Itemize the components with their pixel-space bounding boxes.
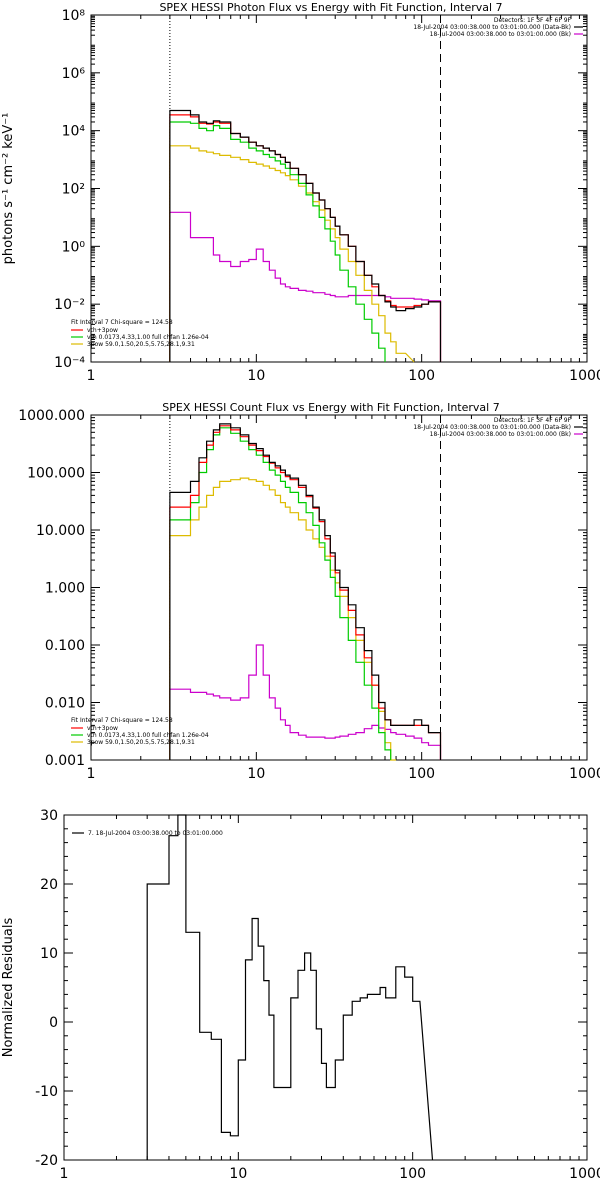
legend-entry: vth 0.0173,4.33,1.00 full chfan 1.26e-04 (87, 334, 209, 341)
series-line-2 (169, 425, 442, 760)
x-tick-label: 10 (229, 1166, 247, 1182)
chart-title: SPEX HESSI Photon Flux vs Energy with Fi… (159, 1, 502, 14)
y-tick-label: 0 (49, 1015, 58, 1031)
chart-title: SPEX HESSI Count Flux vs Energy with Fit… (162, 401, 499, 414)
info-line: Detectors: 1F 3F 4F 6F 9F (494, 17, 572, 24)
y-tick-label: 10⁻² (54, 297, 85, 313)
info-line: 18-Jul-2004 03:00:38.000 to 03:01:00.000… (413, 24, 571, 31)
legend-entry: vth+3pow (87, 327, 118, 334)
y-tick-label: -10 (35, 1084, 58, 1100)
series-line-1 (169, 109, 442, 362)
series-line-3 (169, 121, 386, 362)
y-tick-label: 100.000 (27, 466, 85, 482)
plot-frame (63, 814, 588, 1161)
legend-header: Fit Interval 7 Chi-square = 124.58 (71, 319, 173, 326)
y-tick-label: 10.000 (36, 523, 85, 539)
x-tick-label: 100 (408, 766, 435, 782)
series-line-5 (169, 211, 442, 362)
x-tick-label: 100 (408, 368, 435, 384)
series-line-4 (169, 477, 397, 761)
y-tick-label: 10 (40, 946, 58, 962)
y-tick-label: 10² (62, 182, 85, 198)
y-tick-label: 30 (40, 808, 58, 824)
y-tick-label: 10⁶ (62, 66, 86, 82)
legend-entry: 3pow 59.0,1.50,20.5,5.75,28.1,9.31 (87, 739, 195, 746)
info-line: 18-Jul-2004 03:00:38.000 to 03:01:00.000… (413, 424, 571, 431)
series-line-1 (169, 423, 442, 760)
y-tick-label: 10⁰ (62, 239, 86, 255)
legend-entry: vth 0.0173,4.33,1.00 full chfan 1.26e-04 (87, 732, 209, 739)
series-line-5 (169, 644, 442, 760)
info-line: 18-Jul-2004 03:00:38.000 to 03:01:00.000… (430, 31, 571, 38)
x-tick-label: 1 (87, 766, 96, 782)
x-tick-label: 10 (247, 766, 265, 782)
chart-panel-3: 1 10 100 1000 -20 -10 0 10 20 30 Normalized Residu… (1, 808, 600, 1182)
legend-header: Fit Interval 7 Chi-square = 124.58 (71, 717, 173, 724)
info-line: 18-Jul-2004 03:00:38.000 to 03:01:00.000… (430, 431, 571, 438)
x-tick-label: 100 (399, 1166, 426, 1182)
y-tick-label: 0.001 (45, 753, 85, 769)
y-tick-label: 20 (40, 877, 58, 893)
y-tick-label: -20 (35, 1153, 58, 1169)
x-tick-label: 1 (87, 368, 96, 384)
y-axis-label: Normalized Residuals (1, 918, 16, 1058)
chart-panel-2: 1 10 100 1000 0.001 0.010 0.100 1.000 10.000 100.… (18, 401, 600, 782)
info-line: Detectors: 1F 3F 4F 6F 9F (494, 417, 572, 424)
x-tick-label: 1000 (569, 368, 600, 384)
y-tick-label: 1000.000 (18, 408, 85, 424)
plot-frame (90, 414, 588, 761)
y-tick-label: 1.000 (45, 581, 85, 597)
x-tick-label: 1000 (569, 1166, 600, 1182)
legend-entry: 3pow 59.0,1.50,20.5,5.75,28.1,9.31 (87, 341, 195, 348)
x-tick-label: 1 (60, 1166, 69, 1182)
y-axis-label: photons s⁻¹ cm⁻² keV⁻¹ (1, 113, 16, 265)
y-tick-label: 0.010 (45, 696, 85, 712)
series-line-1 (146, 814, 434, 1161)
y-tick-label: 10⁻⁴ (54, 355, 85, 371)
y-tick-label: 10⁴ (62, 124, 86, 140)
series-line-3 (169, 427, 392, 760)
plot-frame (90, 14, 588, 363)
chart-panel-1: 1 10 100 1000 10⁻⁴ 10⁻² 10⁰ 10² 10⁴ 10⁶ 10⁸ SPEX HE… (1, 1, 600, 384)
y-tick-label: 0.100 (45, 638, 85, 654)
series-line-4 (169, 145, 415, 363)
x-tick-label: 10 (247, 368, 265, 384)
legend-entry: vth+3pow (87, 725, 118, 732)
x-tick-label: 1000 (569, 766, 600, 782)
y-tick-label: 10⁸ (62, 8, 86, 24)
legend-entry: 7. 18-Jul-2004 03:00:38.000 to 03:01:00.… (88, 830, 223, 837)
